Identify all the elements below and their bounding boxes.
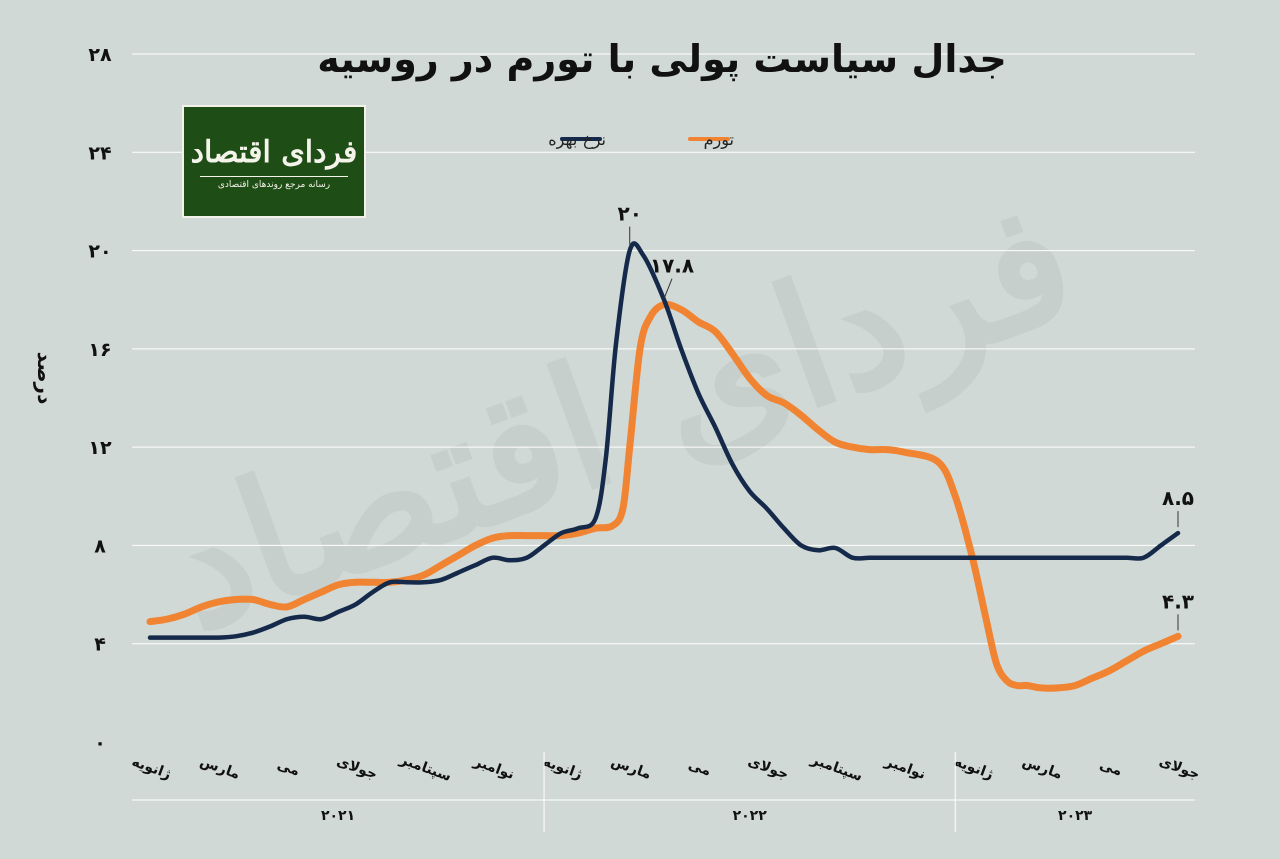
x-tick-label: ژانویه (130, 754, 174, 783)
y-tick-label: ۲۸ (88, 44, 112, 66)
x-tick-label: می (686, 757, 713, 780)
year-label: ۲۰۲۳ (1058, 808, 1093, 824)
logo-tagline: رسانه مرجع روندهای اقتصادی (217, 180, 331, 190)
data-label-leader (663, 278, 673, 299)
x-tick-label: نوامبر (882, 753, 928, 783)
year-labels: ۲۰۲۱ ۲۰۲۲ ۲۰۲۳ (132, 752, 1195, 832)
y-tick-label: ۲۴ (88, 142, 111, 164)
legend: نرخ بهره تورم (548, 130, 734, 150)
year-label: ۲۰۲۲ (733, 808, 768, 824)
data-label: ۴.۳ (1162, 589, 1194, 613)
x-tick-label: مارس (198, 754, 242, 783)
series-line-rate (147, 241, 1181, 640)
x-tick-label: سپتامبر (808, 751, 865, 785)
x-tick-label: سپتامبر (397, 751, 454, 785)
y-axis-label: درصد (33, 352, 57, 405)
x-tick-label: نوامبر (471, 753, 517, 783)
series-line-inflation (146, 300, 1182, 692)
x-tick-label: ژانویه (541, 754, 585, 783)
series-lines (146, 241, 1182, 692)
grid-lines (132, 53, 1195, 645)
logo-wordmark: فردای اقتصاد (190, 135, 358, 170)
y-tick-label: ۲۰ (88, 241, 111, 263)
logo-divider (200, 176, 348, 177)
x-tick-label: می (275, 757, 302, 780)
chart-title: جدال سیاست پولی با تورم در روسیه (317, 37, 1006, 82)
x-axis-ticks: ژانویه مارس می جولای سپتامبر نوامبر ژانویه مارس… (130, 751, 1202, 785)
year-label: ۲۰۲۱ (321, 808, 355, 824)
y-tick-label: ۱۶ (88, 339, 111, 361)
x-tick-label: مارس (609, 754, 653, 783)
y-tick-label: ۴ (94, 634, 106, 656)
logo: فردای اقتصاد رسانه مرجع روندهای اقتصادی (182, 105, 366, 218)
x-tick-label: مارس (1020, 754, 1064, 783)
data-labels: ۲۰ ۱۷.۸ ۸.۵ ۴.۳ (618, 202, 1194, 631)
y-tick-label: ۰ (94, 732, 106, 754)
y-axis-ticks: ۰ ۴ ۸ ۱۲ ۱۶ ۲۰ ۲۴ ۲۸ (88, 44, 112, 754)
legend-label-inflation: تورم (704, 130, 734, 150)
x-tick-label: جولای (746, 754, 791, 783)
x-tick-label: جولای (334, 754, 379, 783)
data-label: ۱۷.۸ (650, 254, 694, 278)
x-tick-label: ژانویه (952, 754, 996, 783)
x-tick-label: می (1097, 757, 1124, 780)
watermark-text: فردای اقتصاد (142, 159, 1100, 674)
legend-label-rate: نرخ بهره (548, 130, 606, 150)
data-label: ۲۰ (618, 202, 642, 226)
data-label: ۸.۵ (1162, 486, 1194, 510)
x-tick-label: جولای (1157, 754, 1202, 783)
y-tick-label: ۸ (94, 535, 106, 557)
y-tick-label: ۱۲ (88, 437, 112, 459)
